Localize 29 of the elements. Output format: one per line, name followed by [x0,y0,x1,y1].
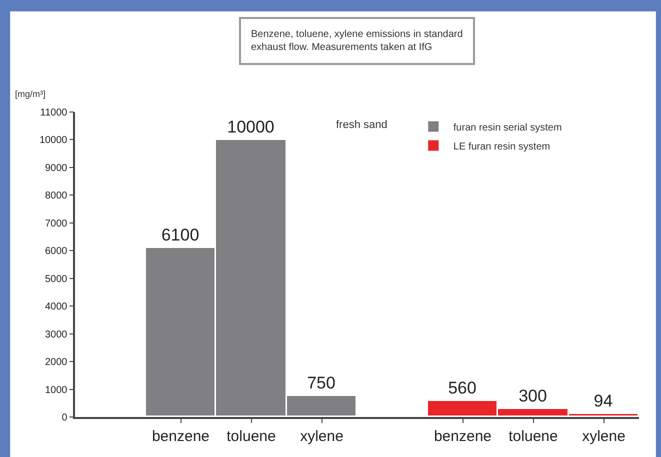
x-tick-label: benzene [152,428,210,445]
y-axis-title: [mg/m³] [15,89,46,99]
data-label: 560 [448,378,476,398]
y-tick-label: 8000 [45,190,68,202]
legend-label: LE furan resin system [453,141,550,152]
y-tick-label: 7000 [45,218,68,230]
y-tick-label: 0 [62,412,68,424]
y-tick-label: 2000 [45,357,68,368]
y-tick-label: 4000 [45,302,68,313]
legend-label: furan resin serial system [453,122,562,134]
data-label: 750 [307,373,336,392]
x-tick-label: toluene [508,428,558,445]
y-tick-label: 11000 [40,108,68,118]
data-label: 10000 [227,117,274,136]
y-tick-label: 10000 [39,135,68,146]
x-tick-label: toluene [226,428,276,445]
annotation: fresh sand [336,119,388,131]
data-label: 300 [518,386,547,406]
x-tick-label: xylene [300,428,344,445]
x-tick-label: xylene [582,428,626,445]
y-tick-label: 5000 [45,274,68,285]
data-label: 6100 [161,225,200,244]
chart-title: Benzene, toluene, xylene emissions in standard exhaust flow. Measurements taken at IfG [251,29,463,53]
data-label: 94 [594,391,613,410]
x-tick-label: benzene [434,428,492,445]
y-tick-label: 1000 [45,384,68,396]
y-tick-label: 3000 [45,329,68,340]
y-tick-label: 6000 [45,246,68,258]
y-tick-label: 9000 [45,162,68,174]
